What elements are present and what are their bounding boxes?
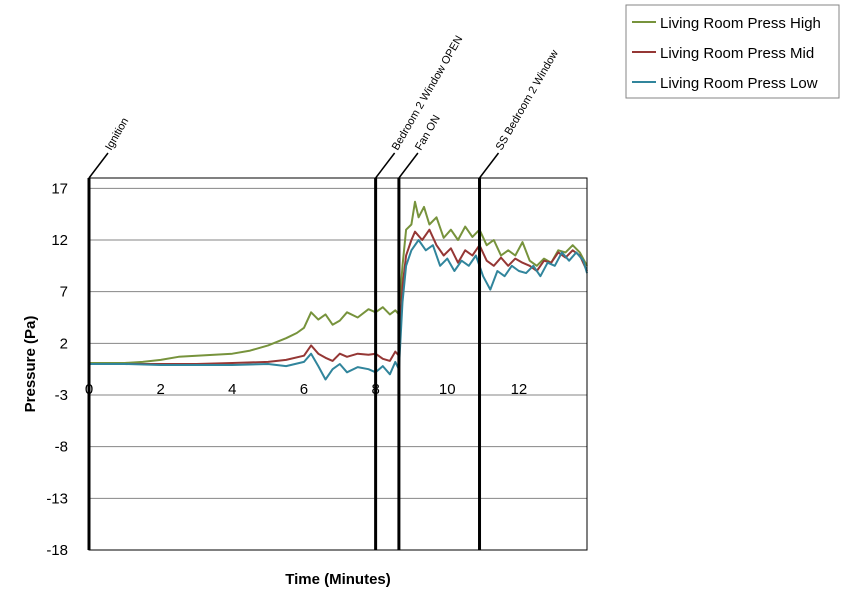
gridlines xyxy=(89,187,587,551)
y-tick-label: -13 xyxy=(46,490,68,507)
x-tick-label: 8 xyxy=(371,381,379,398)
y-tick-label: -18 xyxy=(46,542,68,559)
series-lines xyxy=(89,200,588,381)
event-leader xyxy=(375,152,396,179)
event-label: SS Bedroom 2 Window xyxy=(494,48,561,153)
x-axis-title: Time (Minutes) xyxy=(285,571,391,588)
y-axis-title: Pressure (Pa) xyxy=(22,316,39,413)
y-tick-label: -8 xyxy=(55,439,68,456)
x-tick-label: 10 xyxy=(439,381,456,398)
x-tick-label: 6 xyxy=(300,381,308,398)
y-tick-label: 7 xyxy=(60,284,68,301)
legend-label: Living Room Press Low xyxy=(660,75,818,92)
series-line-0 xyxy=(89,200,588,364)
y-tick-label: 12 xyxy=(51,232,68,249)
event-leader xyxy=(88,152,109,179)
x-tick-label: 2 xyxy=(156,381,164,398)
y-axis-ticks: 17 12 7 2 -3 -8 -13 -18 xyxy=(46,180,68,559)
series-line-1 xyxy=(89,228,588,365)
event-leader xyxy=(398,152,419,179)
y-tick-label: -3 xyxy=(55,387,68,404)
legend-label: Living Room Press High xyxy=(660,15,821,32)
x-axis-ticks: 0 2 4 6 8 10 12 xyxy=(85,381,527,398)
event-label: Ignition xyxy=(103,116,131,153)
legend-label: Living Room Press Mid xyxy=(660,45,814,62)
x-tick-label: 12 xyxy=(511,381,528,398)
y-tick-label: 17 xyxy=(51,180,68,197)
y-tick-label: 2 xyxy=(60,335,68,352)
legend: Living Room Press High Living Room Press … xyxy=(625,4,840,99)
event-leader xyxy=(478,152,500,179)
series-line-2 xyxy=(89,239,588,381)
x-tick-label: 4 xyxy=(228,381,236,398)
legend-box xyxy=(625,4,840,99)
x-tick-label: 0 xyxy=(85,381,93,398)
